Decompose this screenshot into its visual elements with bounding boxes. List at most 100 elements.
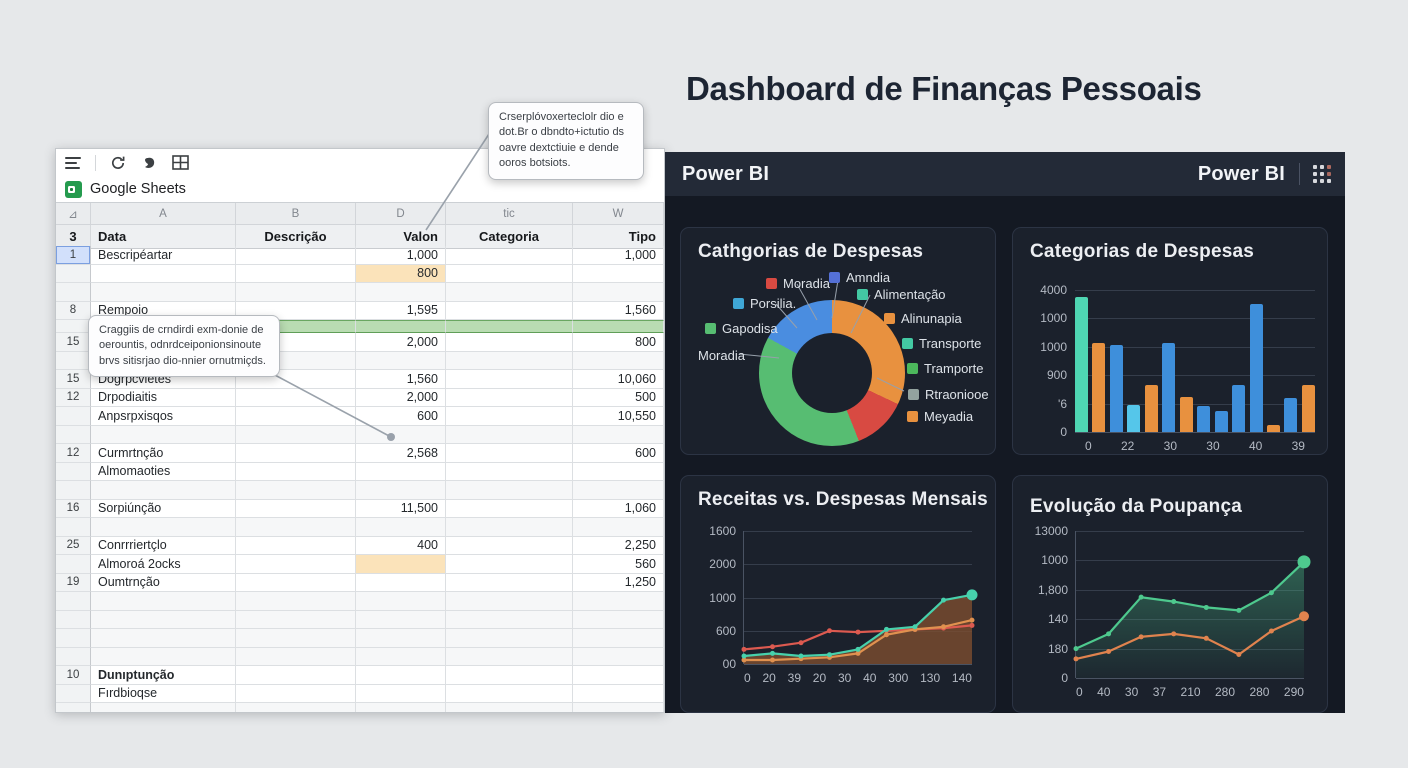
cell-tipo[interactable]	[573, 703, 664, 712]
select-all-corner[interactable]: ⊿	[56, 203, 91, 224]
menu-icon[interactable]	[64, 154, 82, 172]
legend-item[interactable]: Moradia	[698, 348, 745, 363]
cell-categoria[interactable]	[446, 518, 573, 537]
cell-tipo[interactable]: 1,000	[573, 246, 664, 265]
bar[interactable]	[1214, 410, 1228, 432]
cell-valor[interactable]	[356, 351, 446, 370]
row-header[interactable]	[56, 407, 91, 426]
cell-data[interactable]: Dunıptunção	[91, 666, 236, 685]
row-header[interactable]: 25	[56, 536, 91, 555]
row-header[interactable]	[56, 592, 91, 611]
cell-descricao[interactable]	[236, 407, 356, 426]
cell-valor[interactable]: 2,000	[356, 333, 446, 352]
cell-descricao[interactable]	[236, 536, 356, 555]
cell-descricao[interactable]	[236, 666, 356, 685]
cell-tipo[interactable]	[573, 629, 664, 648]
row-header[interactable]	[56, 703, 91, 712]
cell-categoria[interactable]	[446, 283, 573, 302]
cell-categoria[interactable]	[446, 573, 573, 592]
cell-data[interactable]	[91, 425, 236, 444]
cell-categoria[interactable]	[446, 264, 573, 283]
cell-categoria[interactable]	[446, 425, 573, 444]
cell-descricao[interactable]	[236, 518, 356, 537]
cell-tipo[interactable]	[573, 592, 664, 611]
bar[interactable]	[1127, 405, 1141, 432]
row-header[interactable]	[56, 462, 91, 481]
bar[interactable]	[1301, 385, 1315, 432]
cell-descricao[interactable]	[236, 444, 356, 463]
cell-categoria[interactable]	[446, 351, 573, 370]
cell-valor[interactable]: 1,595	[356, 301, 446, 320]
cell-tipo[interactable]	[573, 647, 664, 666]
cell-valor[interactable]	[356, 610, 446, 629]
row-header[interactable]: 8	[56, 301, 91, 320]
legend-item[interactable]: Rtraoniooe	[908, 387, 989, 402]
cell-data[interactable]: Bescripéartar	[91, 246, 236, 265]
legend-item[interactable]: Alinunapia	[884, 311, 962, 326]
bar[interactable]	[1266, 424, 1280, 432]
cell-categoria[interactable]	[446, 684, 573, 703]
legend-item[interactable]: Alimentação	[857, 287, 946, 302]
cell-data[interactable]: Drpodiaitis	[91, 388, 236, 407]
cell-descricao[interactable]	[236, 573, 356, 592]
bar[interactable]	[1232, 385, 1246, 432]
cell-tipo[interactable]	[573, 666, 664, 685]
apps-grid-icon[interactable]	[1313, 165, 1331, 183]
cell-tipo[interactable]: 1,060	[573, 499, 664, 518]
cell-categoria[interactable]	[446, 462, 573, 481]
cell-descricao[interactable]	[236, 264, 356, 283]
cell-categoria[interactable]	[446, 370, 573, 389]
cell-categoria[interactable]	[446, 499, 573, 518]
legend-item[interactable]: Meyadia	[907, 409, 973, 424]
donut-chart[interactable]	[759, 300, 905, 446]
cell-valor[interactable]	[356, 703, 446, 712]
row-header[interactable]: 10	[56, 666, 91, 685]
cell-tipo[interactable]: 2,250	[573, 536, 664, 555]
cell-categoria[interactable]	[446, 246, 573, 265]
cell-valor[interactable]: 800	[356, 264, 446, 283]
cell-descricao[interactable]	[236, 555, 356, 574]
cell-categoria[interactable]	[446, 333, 573, 352]
cell-descricao[interactable]	[236, 481, 356, 500]
cell-tipo[interactable]: 600	[573, 444, 664, 463]
cell-data[interactable]: Almomaoties	[91, 462, 236, 481]
cell-categoria[interactable]	[446, 320, 573, 333]
legend-item[interactable]: Porsilia.	[733, 296, 796, 311]
cell-data[interactable]: Almoroá 2ocks	[91, 555, 236, 574]
bar[interactable]	[1249, 304, 1263, 432]
undo-icon[interactable]	[140, 154, 158, 172]
cell-descricao[interactable]	[236, 283, 356, 302]
row-header[interactable]: 19	[56, 573, 91, 592]
cell-valor[interactable]	[356, 684, 446, 703]
cell-categoria[interactable]	[446, 301, 573, 320]
column-header[interactable]: B	[236, 203, 356, 224]
column-header[interactable]: D	[356, 203, 446, 224]
bar[interactable]	[1284, 397, 1298, 432]
cell-descricao[interactable]	[236, 425, 356, 444]
legend-item[interactable]: Amndia	[829, 270, 890, 285]
cell-tipo[interactable]: 500	[573, 388, 664, 407]
row-header[interactable]	[56, 518, 91, 537]
cell-tipo[interactable]	[573, 283, 664, 302]
row-header[interactable]	[56, 481, 91, 500]
bar[interactable]	[1144, 385, 1158, 432]
row-header[interactable]: 12	[56, 444, 91, 463]
cell-categoria[interactable]	[446, 610, 573, 629]
cell-tipo[interactable]	[573, 518, 664, 537]
cell-valor[interactable]	[356, 481, 446, 500]
row-header[interactable]	[56, 610, 91, 629]
cell-valor[interactable]: 400	[356, 536, 446, 555]
cell-valor[interactable]: 1,000	[356, 246, 446, 265]
cell-valor[interactable]: 600	[356, 407, 446, 426]
column-header[interactable]: W	[573, 203, 664, 224]
cell-tipo[interactable]	[573, 684, 664, 703]
cell-valor[interactable]	[356, 592, 446, 611]
bar[interactable]	[1075, 297, 1088, 432]
cell-categoria[interactable]	[446, 481, 573, 500]
legend-item[interactable]: Moradia	[766, 276, 830, 291]
cell-descricao[interactable]	[236, 703, 356, 712]
cell-data[interactable]: Curmrtnção	[91, 444, 236, 463]
cell-valor[interactable]: 11,500	[356, 499, 446, 518]
cell-data[interactable]	[91, 703, 236, 712]
column-title-cell[interactable]: Descrição	[236, 225, 356, 248]
